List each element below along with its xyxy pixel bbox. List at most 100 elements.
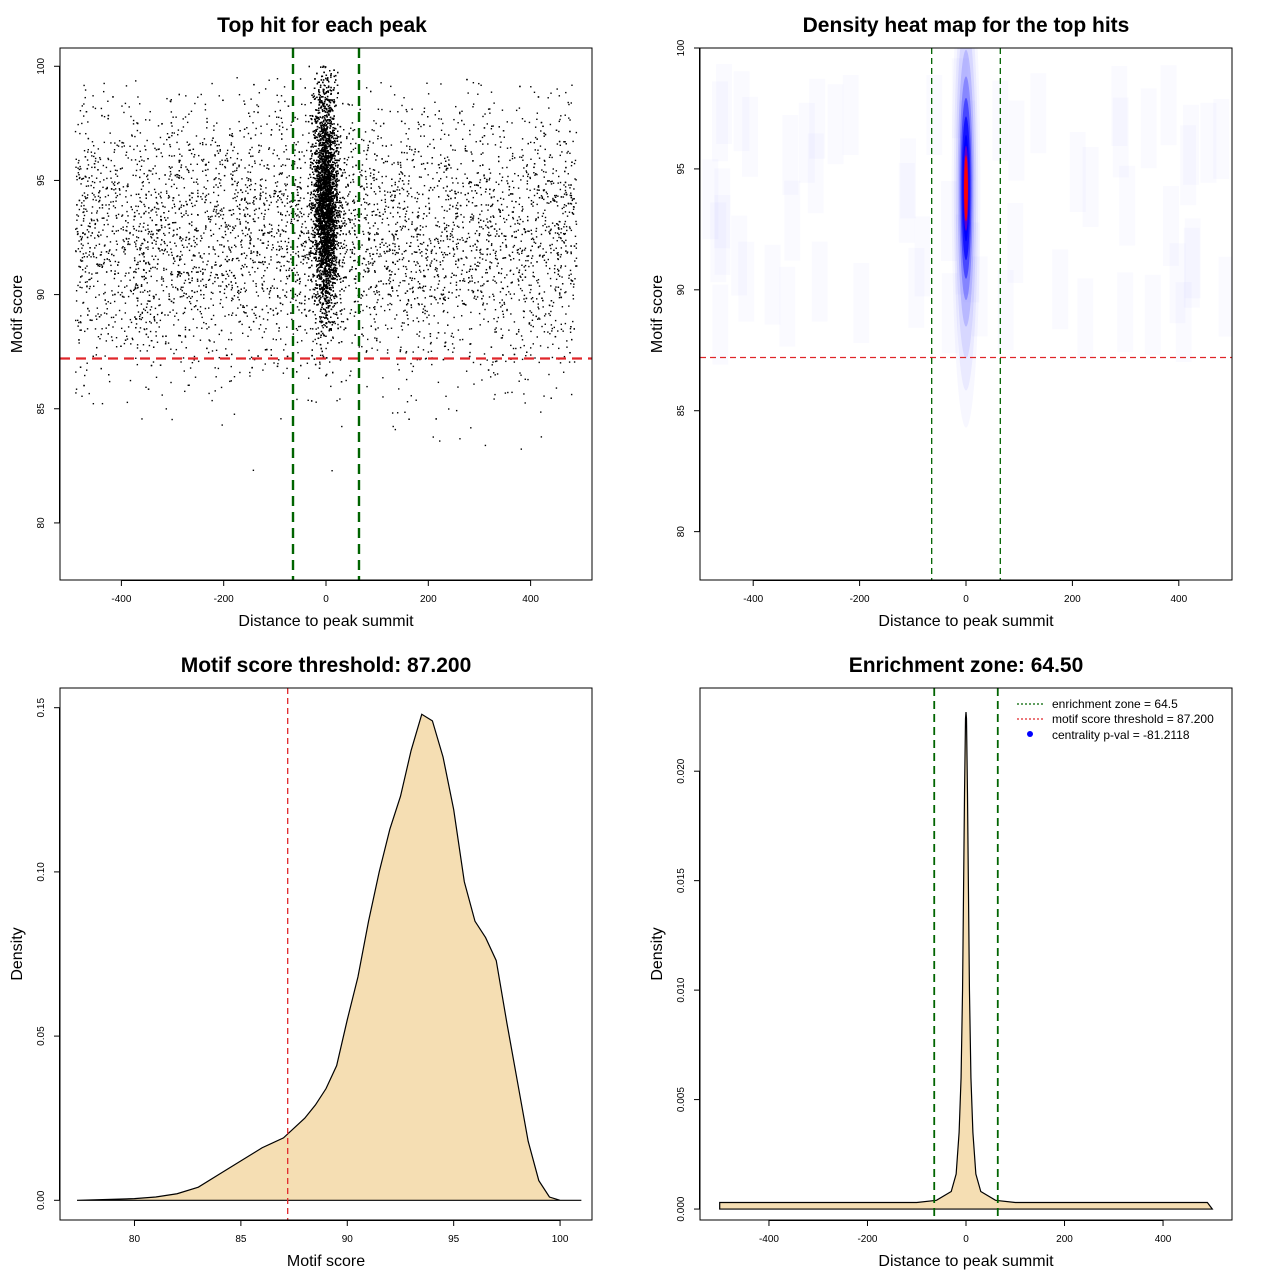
scatter-point: [485, 204, 487, 206]
scatter-point: [144, 277, 147, 279]
scatter-point: [415, 228, 418, 230]
scatter-point: [432, 436, 434, 438]
scatter-point: [277, 211, 280, 213]
scatter-point: [171, 418, 173, 421]
scatter-point: [491, 225, 493, 227]
scatter-point: [236, 167, 238, 169]
scatter-point: [532, 205, 534, 207]
scatter-point: [119, 168, 122, 170]
scatter-point: [297, 214, 299, 216]
scatter-point: [244, 257, 247, 259]
scatter-point: [365, 350, 368, 352]
scatter-point: [451, 234, 453, 236]
scatter-point: [368, 263, 370, 265]
scatter-point: [123, 247, 126, 249]
scatter-point: [217, 277, 219, 279]
scatter-point: [426, 82, 428, 84]
scatter-point: [397, 268, 400, 270]
scatter-point: [188, 171, 190, 174]
scatter-point: [183, 205, 185, 207]
scatter-point: [234, 196, 236, 199]
scatter-point: [249, 115, 251, 118]
scatter-point: [415, 271, 417, 273]
scatter-point: [518, 223, 521, 225]
scatter-point: [354, 208, 357, 211]
scatter-point: [273, 149, 275, 151]
scatter-point: [369, 252, 371, 255]
scatter-point: [181, 155, 183, 157]
scatter-point: [314, 338, 316, 341]
scatter-point: [274, 189, 276, 192]
scatter-point: [444, 332, 446, 334]
scatter-point: [103, 115, 106, 118]
scatter-point: [232, 164, 234, 166]
scatter-point: [319, 272, 321, 274]
scatter-point: [176, 288, 179, 290]
scatter-point: [143, 275, 146, 278]
scatter-point: [295, 215, 298, 217]
scatter-point: [208, 339, 210, 341]
scatter-point: [293, 183, 296, 185]
scatter-point: [489, 188, 491, 191]
scatter-point: [393, 235, 395, 238]
scatter-point: [101, 204, 104, 206]
scatter-point: [180, 176, 183, 179]
scatter-point: [258, 315, 261, 318]
scatter-point: [116, 182, 119, 185]
scatter-point: [245, 190, 247, 192]
scatter-point: [474, 282, 476, 284]
scatter-point: [463, 264, 465, 266]
scatter-point: [402, 225, 404, 227]
scatter-point: [149, 313, 152, 316]
scatter-point: [124, 102, 127, 105]
scatter-point: [411, 195, 413, 198]
scatter-point: [500, 328, 502, 330]
scatter-point: [133, 289, 135, 292]
scatter-point: [86, 197, 89, 199]
scatter-point: [571, 211, 574, 214]
scatter-point: [343, 308, 346, 310]
scatter-point: [147, 157, 149, 160]
scatter-point: [546, 202, 548, 204]
scatter-point: [246, 304, 248, 307]
scatter-point: [275, 323, 278, 325]
scatter-point: [83, 204, 85, 207]
scatter-point: [84, 233, 86, 236]
scatter-point: [462, 303, 464, 305]
scatter-point: [139, 150, 141, 153]
scatter-point: [324, 84, 326, 87]
scatter-point: [286, 367, 288, 370]
scatter-point: [279, 233, 282, 235]
scatter-point: [508, 185, 511, 188]
scatter-point: [392, 216, 394, 218]
scatter-point: [455, 105, 457, 108]
scatter-point: [201, 268, 204, 270]
scatter-point: [457, 305, 459, 308]
scatter-point: [494, 308, 497, 311]
scatter-point: [401, 173, 404, 175]
scatter-point: [276, 78, 279, 80]
scatter-point: [124, 253, 126, 255]
scatter-point: [164, 242, 166, 245]
scatter-point: [277, 116, 280, 119]
scatter-point: [207, 161, 210, 164]
scatter-point: [415, 264, 417, 266]
scatter-point: [532, 314, 534, 316]
scatter-point: [411, 221, 413, 223]
scatter-point: [129, 266, 132, 269]
scatter-point: [183, 187, 186, 189]
scatter-point: [202, 261, 204, 263]
scatter-point: [322, 326, 324, 329]
scatter-point: [250, 250, 252, 252]
scatter-point: [560, 228, 563, 230]
scatter-point: [187, 278, 190, 280]
scatter-point: [301, 340, 303, 342]
scatter-point: [482, 220, 485, 222]
scatter-point: [424, 309, 426, 312]
scatter-point: [250, 238, 252, 240]
scatter-point: [344, 171, 346, 174]
scatter-point: [138, 331, 141, 333]
scatter-point: [365, 193, 367, 196]
scatter-point: [490, 91, 493, 93]
scatter-point: [281, 214, 284, 216]
